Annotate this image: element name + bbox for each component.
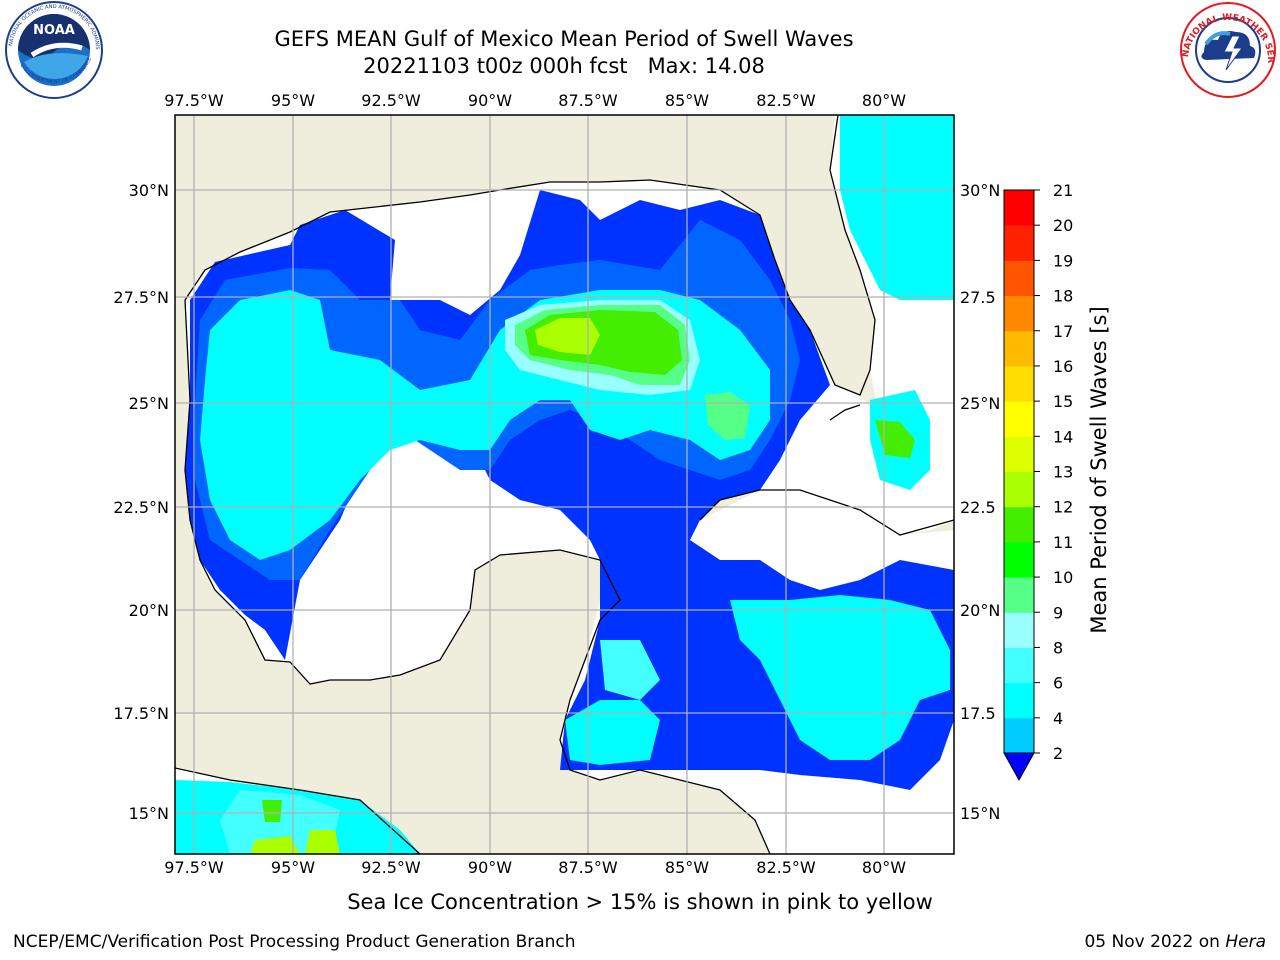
lat-tick-left: 25°N (129, 394, 169, 413)
svg-text:NOAA: NOAA (33, 23, 75, 38)
colorbar-tick-label: 17 (1053, 322, 1073, 341)
lat-ticks-right: 30°N 27.5 25°N 22.5 20°N 17.5 15°N (960, 181, 1000, 823)
colorbar-segment (1004, 260, 1034, 297)
pacific-swell-yellow (250, 836, 300, 854)
lon-tick-bottom: 90°W (468, 858, 512, 877)
colorbar-segment (1004, 401, 1034, 437)
pacific-swell-yellow-2 (305, 830, 340, 854)
caribbean-swell-cyan (730, 595, 950, 760)
footer-credit: NCEP/EMC/Verification Post Processing Pr… (13, 932, 576, 952)
lat-tick-right: 30°N (960, 181, 1000, 200)
lon-tick-top: 95°W (271, 91, 315, 110)
colorbar-tick-label: 18 (1053, 287, 1073, 306)
colorbar-label: Mean Period of Swell Waves [s] (1087, 306, 1111, 633)
lon-ticks-top: 97.5°W 95°W 92.5°W 90°W 87.5°W 85°W 82.5… (164, 91, 906, 110)
colorbar-segment (1004, 330, 1034, 367)
lon-tick-top: 80°W (862, 91, 906, 110)
colorbar-tick-label: 12 (1053, 498, 1073, 517)
lon-tick-bottom: 82.5°W (756, 858, 816, 877)
lon-tick-top: 90°W (468, 91, 512, 110)
lat-tick-right: 20°N (960, 601, 1000, 620)
lat-tick-left: 17.5°N (113, 704, 169, 723)
lat-tick-left: 15°N (129, 804, 169, 823)
swell-band-12-14 (535, 318, 600, 355)
caribbean-swell-cyan-west (565, 700, 660, 765)
map-title: GEFS MEAN Gulf of Mexico Mean Period of … (274, 27, 854, 51)
colorbar-segment (1004, 506, 1034, 543)
lat-tick-left: 30°N (129, 181, 169, 200)
lon-tick-top: 92.5°W (361, 91, 421, 110)
lat-tick-right: 25°N (960, 394, 1000, 413)
colorbar-tick-label: 4 (1053, 709, 1063, 728)
colorbar-segment (1004, 295, 1034, 332)
colorbar-segment (1004, 190, 1034, 226)
map-subtitle: 20221103 t00z 000h fcst Max: 14.08 (363, 54, 765, 78)
lon-ticks-bottom: 97.5°W 95°W 92.5°W 90°W 87.5°W 85°W 82.5… (164, 858, 906, 877)
lat-tick-left: 22.5°N (113, 498, 169, 517)
lon-tick-bottom: 85°W (665, 858, 709, 877)
footer-date-text: 05 Nov 2022 on (1084, 932, 1220, 952)
colorbar-segment (1004, 682, 1034, 719)
lat-tick-right: 17.5 (960, 704, 996, 723)
lon-tick-bottom: 92.5°W (361, 858, 421, 877)
colorbar-segment (1004, 365, 1034, 402)
caribbean-swell-light (600, 640, 660, 700)
colorbar-tick-label: 21 (1053, 181, 1073, 200)
colorbar-segment (1004, 647, 1034, 684)
colorbar-tick-label: 14 (1053, 427, 1073, 446)
map-frame (174, 114, 955, 855)
colorbar-segment (1004, 577, 1034, 613)
colorbar-tick-label: 11 (1053, 533, 1073, 552)
colorbar-tick-label: 13 (1053, 463, 1073, 482)
colorbar (1003, 189, 1035, 754)
colorbar-extend-arrow (1003, 752, 1035, 782)
colorbar-tick-label: 20 (1053, 216, 1073, 235)
lat-tick-left: 20°N (129, 601, 169, 620)
graticule (175, 115, 954, 854)
pacific-swell-green (262, 800, 282, 822)
footer-date: 05 Nov 2022 on Hera (1084, 932, 1266, 952)
lat-tick-right: 15°N (960, 804, 1000, 823)
lat-tick-left: 27.5°N (113, 288, 169, 307)
lon-tick-bottom: 80°W (862, 858, 906, 877)
colorbar-tick-label: 10 (1053, 568, 1073, 587)
lon-tick-top: 87.5°W (558, 91, 618, 110)
lon-tick-top: 97.5°W (164, 91, 224, 110)
colorbar-tick-label: 6 (1053, 674, 1063, 693)
colorbar-tick-label: 15 (1053, 392, 1073, 411)
colorbar-segment (1004, 541, 1034, 578)
colorbar-tick-label: 2 (1053, 744, 1063, 763)
colorbar-tick-label: 9 (1053, 603, 1063, 622)
swell-patch-east (705, 392, 750, 440)
colorbar-segment (1004, 717, 1034, 754)
lat-tick-right: 27.5 (960, 288, 996, 307)
lat-ticks-left: 30°N 27.5°N 25°N 22.5°N 20°N 17.5°N 15°N (113, 181, 169, 823)
colorbar-segment (1004, 612, 1034, 648)
lon-tick-top: 82.5°W (756, 91, 816, 110)
caption-text: Sea Ice Concentration > 15% is shown in … (347, 890, 933, 914)
colorbar-segment (1004, 436, 1034, 472)
lon-tick-bottom: 95°W (271, 858, 315, 877)
nws-logo: NATIONAL WEATHER SERVICE (1176, 0, 1276, 98)
caption: Sea Ice Concentration > 15% is shown in … (0, 890, 1280, 914)
colorbar-tick-label: 19 (1053, 251, 1073, 270)
footer-host: Hera (1225, 932, 1266, 952)
colorbar-tick-label: 8 (1053, 638, 1063, 657)
map-area (175, 115, 954, 854)
noaa-logo: NOAA NATIONAL OCEANIC AND ATMOSPHERIC AD… (2, 0, 103, 99)
coastlines (175, 115, 954, 854)
lat-tick-right: 22.5 (960, 498, 996, 517)
colorbar-segment (1004, 225, 1034, 261)
colorbar-segment (1004, 471, 1034, 508)
colorbar-ticks: 21 20 19 18 17 16 15 14 13 12 11 10 9 8 6 4 2 (1034, 181, 1073, 763)
lon-tick-bottom: 87.5°W (558, 858, 618, 877)
atlantic-swell-green (875, 420, 915, 458)
colorbar-tick-label: 16 (1053, 357, 1073, 376)
lon-tick-top: 85°W (665, 91, 709, 110)
lon-tick-bottom: 97.5°W (164, 858, 224, 877)
atlantic-swell (840, 115, 954, 300)
